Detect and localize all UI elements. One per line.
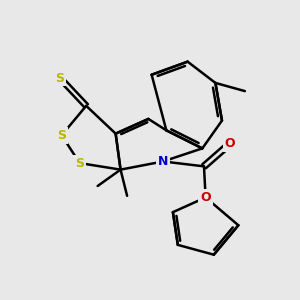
Text: O: O — [225, 137, 236, 150]
Text: N: N — [158, 155, 168, 168]
Text: S: S — [75, 157, 84, 169]
Text: S: S — [56, 71, 64, 85]
Text: O: O — [200, 191, 211, 204]
Text: S: S — [57, 129, 66, 142]
